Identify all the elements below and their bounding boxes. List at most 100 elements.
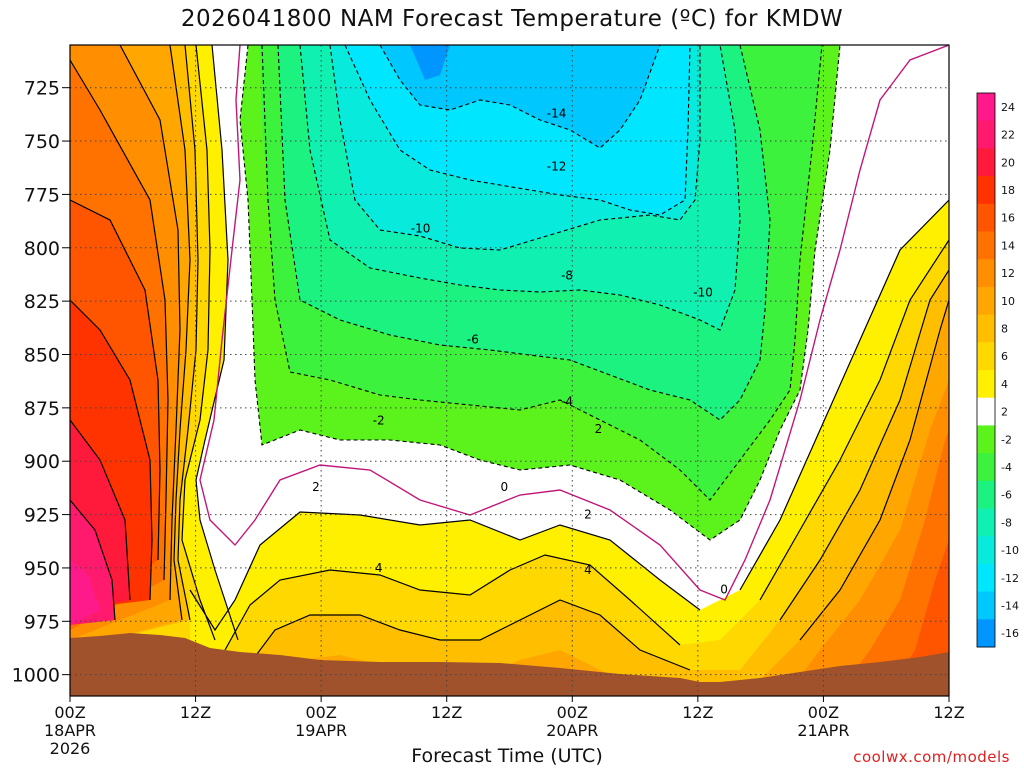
contour-right-4: [739, 199, 949, 591]
colorbar-label: -12: [1001, 572, 1019, 585]
contour-warm-3: [177, 45, 199, 621]
colorbar-label: 8: [1001, 322, 1008, 335]
x-tick-label: 12Z: [431, 703, 462, 722]
colorbar-label: 6: [1001, 350, 1008, 363]
contour-warm-5: [119, 45, 181, 601]
y-tick-label: 825: [24, 291, 60, 313]
x-axis-title-text: Forecast Time (UTC): [411, 745, 603, 767]
contour-warm-8: [70, 299, 153, 601]
x-tick-label: 2026: [50, 739, 91, 758]
colorbar-swatch: [977, 480, 995, 509]
contour-label: 2: [584, 508, 592, 522]
y-axis: 725 750 775 800 825 850 875 900 925 950 975 1000: [12, 78, 70, 687]
colorbar-label: -2: [1001, 433, 1012, 446]
contour-label: -10: [411, 222, 431, 236]
contour-cold-8: [299, 45, 741, 331]
contour-cold-10: [329, 45, 701, 251]
colorbar-swatch: [977, 453, 995, 482]
colorbar-swatch: [977, 508, 995, 537]
contour-cold-14: [379, 45, 661, 149]
colorbar-label: -14: [1001, 599, 1019, 612]
contour-cold-6: [277, 45, 771, 421]
colorbar-label: -4: [1001, 461, 1012, 474]
y-tick-label: 1000: [12, 665, 60, 687]
contour-labels: -14 -12 -10 -10 -8 -6 -4 -2 2 0 2 2 4 4 0: [312, 106, 728, 596]
x-tick-label: 18APR: [44, 721, 96, 740]
contour-label: -14: [547, 106, 567, 120]
y-tick-label: 850: [24, 344, 60, 366]
y-tick-label: 875: [24, 398, 60, 420]
colorbar-label: 14: [1001, 239, 1015, 252]
temperature-fill: [70, 45, 949, 696]
x-tick-label: 00Z: [54, 703, 85, 722]
y-tick-label: 975: [24, 611, 60, 633]
contour-warm-6: [70, 59, 169, 581]
colorbar-swatch: [977, 148, 995, 177]
x-tick-label: 19APR: [295, 721, 347, 740]
cold-band-16: [410, 45, 450, 80]
contour-warm-1: [195, 45, 239, 641]
colorbar-swatch: [977, 619, 995, 648]
contour-label: 2: [312, 480, 320, 494]
colorbar-swatch: [977, 342, 995, 371]
colorbar-swatch: [977, 425, 995, 454]
colorbar-swatch: [977, 563, 995, 593]
contour-label: -4: [561, 394, 573, 408]
credit-link[interactable]: coolwx.com/models: [853, 748, 1010, 766]
colorbar-swatch: [977, 370, 995, 399]
y-tick-label: 750: [24, 131, 60, 153]
colorbar-label: 24: [1001, 101, 1015, 114]
colorbar-swatch: [977, 120, 995, 149]
colorbar-swatch: [977, 397, 995, 426]
contour-label: -12: [547, 160, 567, 174]
colorbar-swatch: [977, 286, 995, 316]
contour-low-6: [224, 554, 681, 651]
warm-band-low-4: [190, 200, 949, 696]
y-tick-label: 950: [24, 558, 60, 580]
x-tick-label: 20APR: [546, 721, 598, 740]
colorbar-frame: [976, 92, 996, 648]
colorbar-swatch: [977, 203, 995, 232]
zero-isotherm: [199, 45, 949, 601]
colorbar-swatch: [977, 93, 995, 122]
contour-label: 4: [375, 561, 383, 575]
x-tick-label: 00Z: [557, 703, 588, 722]
x-tick-label: 12Z: [180, 703, 211, 722]
colorbar-label: 20: [1001, 156, 1015, 169]
warm-band-left-24: [70, 560, 100, 625]
colorbar-label: 16: [1001, 212, 1015, 225]
contour-low-4: [189, 511, 701, 632]
colorbar-swatch: [977, 536, 995, 565]
contour-warm-4: [169, 45, 191, 621]
y-tick-label: 900: [24, 451, 60, 473]
colorbar-label: -16: [1001, 627, 1019, 640]
colorbar-swatch: [977, 259, 995, 288]
contour-label: -8: [561, 269, 573, 283]
contour-cold-4: [261, 45, 823, 501]
colorbar-label: -6: [1001, 489, 1012, 502]
contour-cold-2: [239, 45, 841, 541]
y-tick-label: 725: [24, 78, 60, 100]
x-tick-label: 00Z: [808, 703, 839, 722]
contour-lines-dashed: [239, 45, 841, 541]
colorbar-label: 2: [1001, 406, 1008, 419]
contour-label: 4: [584, 563, 592, 577]
x-tick-label: 12Z: [933, 703, 964, 722]
x-tick-label: 12Z: [682, 703, 713, 722]
contour-label: -10: [693, 286, 713, 300]
contour-label: -6: [467, 333, 479, 347]
y-tick-label: 925: [24, 505, 60, 527]
contour-label: -2: [373, 414, 385, 428]
x-axis-title: Forecast Time (UTC): [0, 745, 1024, 767]
colorbar-label: 10: [1001, 295, 1015, 308]
colorbar-label: -10: [1001, 544, 1019, 557]
contour-right-8: [779, 269, 949, 621]
contour-low-8: [244, 599, 691, 671]
colorbar-label: 18: [1001, 184, 1015, 197]
zero-isotherm-main: [199, 45, 949, 601]
cold-band-14: [380, 45, 660, 148]
contour-label: 2: [595, 422, 603, 436]
colorbar-label: 4: [1001, 378, 1008, 391]
